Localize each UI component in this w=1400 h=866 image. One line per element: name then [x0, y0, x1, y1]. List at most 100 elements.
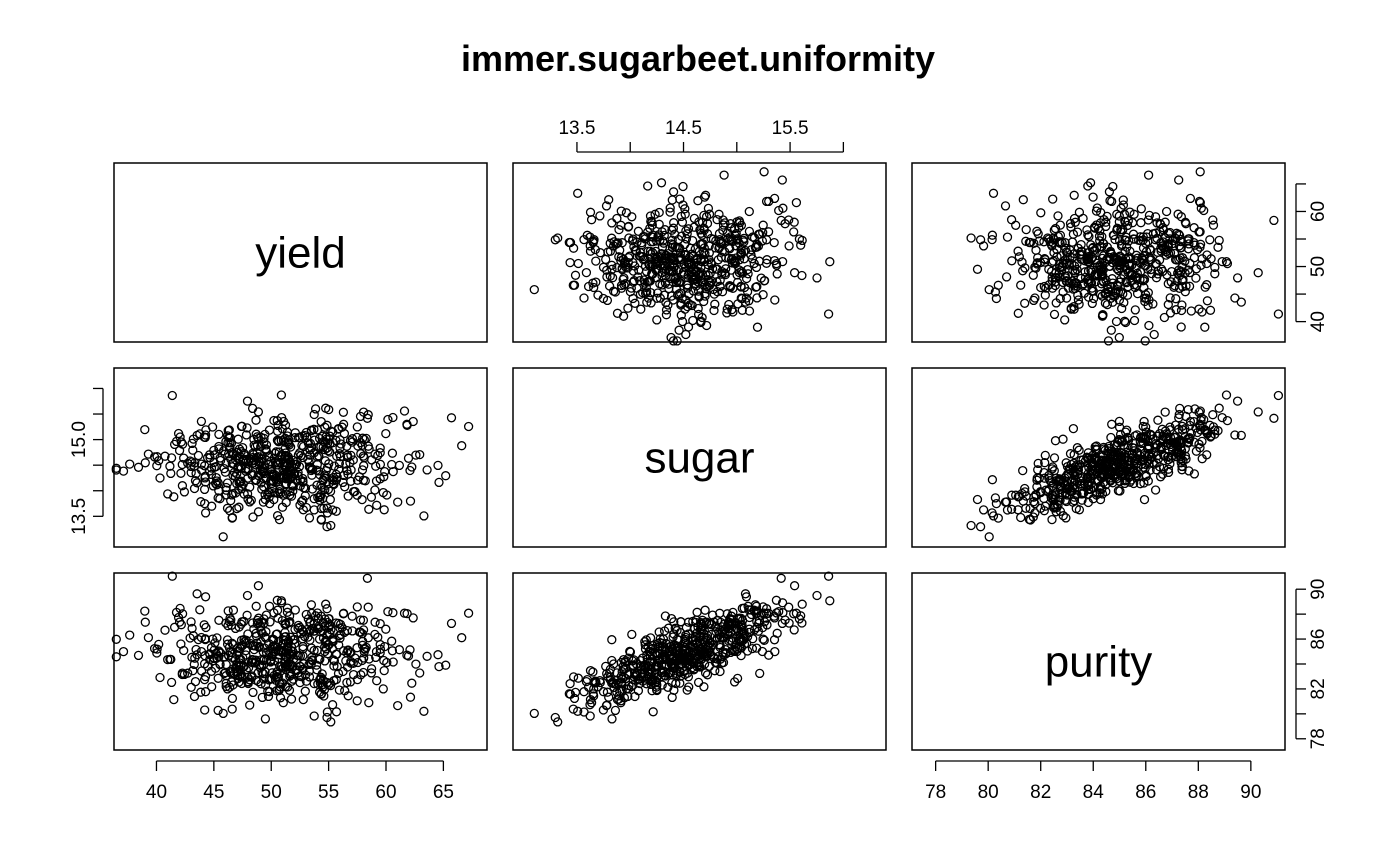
data-point	[1172, 276, 1182, 286]
data-point	[214, 444, 224, 454]
data-point	[403, 453, 414, 463]
data-point	[629, 276, 639, 286]
data-point	[354, 627, 365, 637]
data-point	[307, 464, 318, 474]
data-point	[1141, 427, 1152, 437]
data-point	[1183, 236, 1193, 246]
data-point	[789, 268, 800, 278]
data-point	[653, 288, 663, 298]
data-point	[718, 657, 729, 668]
data-point	[1195, 239, 1206, 249]
data-point	[1049, 225, 1059, 235]
data-point	[253, 581, 264, 591]
data-point	[1072, 259, 1082, 269]
data-point	[174, 617, 185, 627]
data-point	[595, 211, 605, 221]
data-point	[295, 448, 305, 458]
data-point	[272, 666, 282, 677]
data-point	[607, 218, 617, 228]
data-point	[415, 449, 425, 460]
data-point	[1052, 252, 1062, 262]
data-point	[1039, 281, 1049, 292]
data-point	[1148, 299, 1158, 309]
data-point	[256, 679, 266, 689]
data-point	[282, 660, 292, 670]
data-point	[206, 463, 217, 473]
data-point	[1208, 220, 1219, 230]
tick-label: 14.5	[665, 118, 702, 139]
data-point	[388, 608, 398, 618]
data-point	[276, 646, 287, 657]
data-point	[1213, 242, 1223, 252]
data-point	[988, 511, 999, 521]
data-point	[1063, 271, 1073, 281]
data-point	[373, 632, 383, 642]
data-point	[712, 615, 723, 625]
data-point	[323, 484, 334, 495]
data-point	[1061, 276, 1071, 286]
data-point	[388, 412, 398, 423]
data-point	[227, 448, 237, 458]
data-point	[298, 694, 308, 705]
data-point	[1101, 217, 1111, 227]
data-point	[1018, 266, 1028, 276]
data-point	[175, 432, 185, 442]
data-point	[118, 646, 129, 657]
data-point	[607, 273, 618, 283]
tick-label: 90	[1240, 782, 1261, 803]
data-point	[1000, 201, 1011, 211]
data-point	[1049, 309, 1060, 320]
data-point	[252, 615, 262, 626]
data-point	[1126, 475, 1137, 485]
data-point	[265, 488, 275, 498]
data-point	[1117, 435, 1127, 446]
data-point	[699, 257, 710, 267]
data-point	[688, 315, 698, 326]
data-point	[1016, 512, 1026, 523]
data-point	[205, 453, 215, 463]
data-point	[1068, 265, 1078, 275]
data-point	[1153, 266, 1164, 276]
data-point	[1273, 390, 1284, 401]
data-point	[327, 700, 338, 710]
data-point	[167, 571, 177, 581]
data-point	[339, 470, 349, 481]
data-point	[1195, 227, 1205, 237]
data-point	[683, 629, 693, 639]
data-point	[645, 287, 656, 298]
data-point	[748, 634, 758, 644]
data-point	[1033, 253, 1043, 263]
data-point	[221, 490, 231, 500]
data-point	[717, 287, 728, 297]
data-point	[1151, 273, 1162, 283]
data-point	[222, 503, 233, 513]
panel-frame	[512, 367, 887, 548]
data-point	[1074, 505, 1085, 515]
data-point	[1002, 232, 1013, 242]
data-point	[752, 622, 762, 633]
data-point	[1230, 293, 1240, 303]
tick-label: 60	[375, 782, 396, 803]
data-point	[320, 470, 330, 480]
data-point	[1041, 283, 1051, 293]
data-point	[358, 433, 368, 443]
data-point	[250, 475, 261, 485]
data-point	[441, 471, 451, 481]
data-point	[201, 622, 211, 633]
data-point	[258, 497, 269, 507]
data-point	[304, 659, 314, 670]
data-point	[736, 650, 746, 661]
data-point	[585, 711, 595, 721]
data-point	[1190, 240, 1200, 250]
data-point	[218, 708, 228, 719]
data-point	[1118, 462, 1128, 472]
data-point	[433, 650, 443, 660]
data-point	[771, 595, 782, 605]
data-point	[1104, 187, 1115, 197]
data-point	[169, 492, 179, 502]
data-point	[220, 467, 231, 477]
data-point	[718, 220, 729, 230]
data-point	[1050, 436, 1061, 446]
data-point	[1101, 486, 1111, 497]
data-point	[1158, 463, 1169, 473]
